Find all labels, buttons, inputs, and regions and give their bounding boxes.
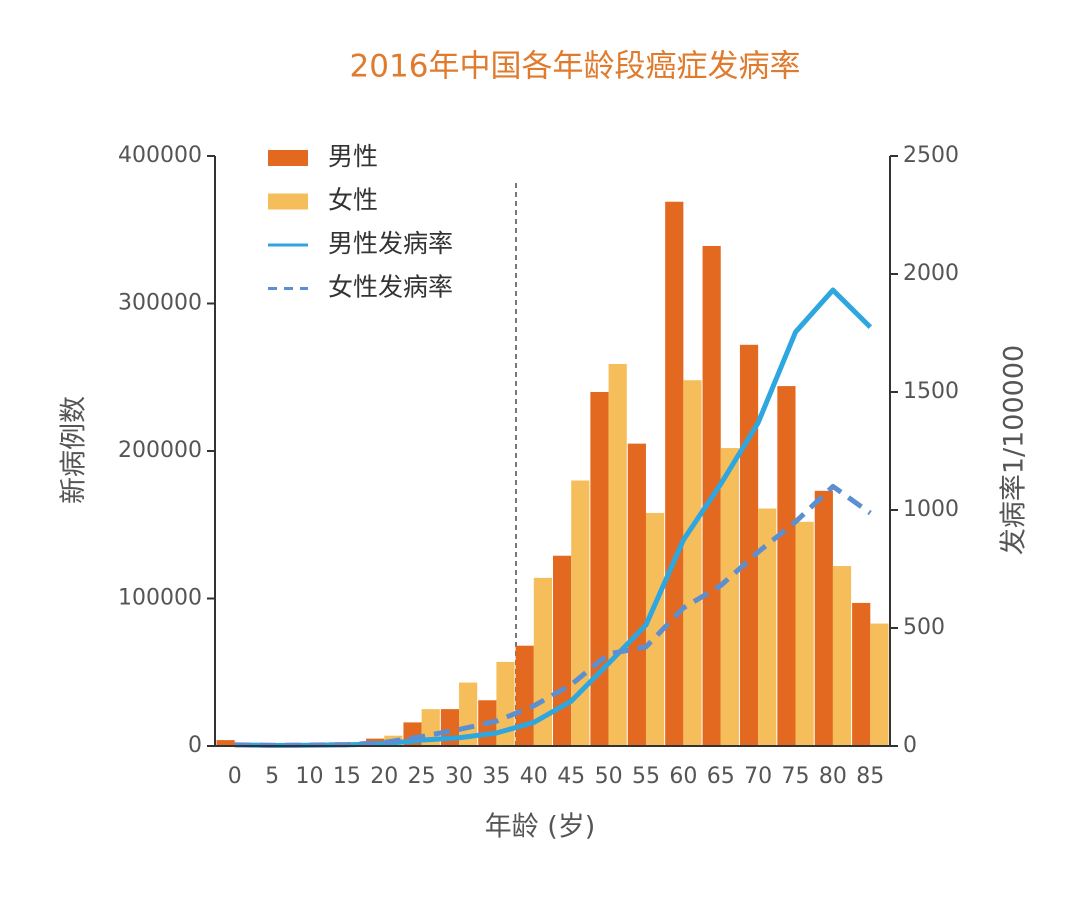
x-tick-label: 80 [819,764,847,789]
x-tick-label: 20 [370,764,398,789]
bar [814,490,833,746]
x-tick-label: 45 [557,764,585,789]
y-tick-label: 0 [188,733,202,758]
bar [496,661,515,746]
bar [553,555,572,746]
bar [627,443,646,746]
bar [608,363,627,746]
legend-label: 女性 [328,186,378,215]
x-tick-label: 0 [228,764,242,789]
y2-tick-label: 1000 [903,497,959,522]
legend-label: 男性发病率 [328,229,453,258]
bar [665,201,684,747]
x-tick-label: 25 [408,764,436,789]
x-tick-label: 15 [333,764,361,789]
y-axis-title: 新病例数 [59,396,90,504]
x-axis-title: 年龄 (岁) [485,812,596,843]
y2-tick-label: 500 [903,615,945,640]
legend-swatch [268,193,308,210]
bar [515,645,534,746]
x-tick-label: 75 [782,764,810,789]
y2-tick-label: 2500 [903,143,959,168]
bar [720,448,739,746]
y-tick-label: 200000 [118,438,202,463]
x-tick-label: 10 [295,764,323,789]
x-tick-label: 60 [669,764,697,789]
bar [852,602,871,746]
x-tick-label: 30 [445,764,473,789]
y-tick-label: 300000 [118,291,202,316]
legend-swatch [268,150,308,166]
x-tick-label: 40 [520,764,548,789]
chart-title: 2016年中国各年龄段癌症发病率 [350,49,801,85]
bar [795,521,814,746]
y2-tick-label: 2000 [903,261,959,286]
x-tick-label: 65 [707,764,735,789]
y2-tick-label: 0 [903,733,917,758]
bar [645,512,665,746]
bar [758,508,777,746]
x-tick-label: 35 [482,764,510,789]
bar [590,392,609,746]
legend-label: 女性发病率 [328,273,453,302]
bar [832,566,852,746]
y2-axis-title: 发病率1/100000 [999,345,1030,555]
legend-label: 男性 [328,142,378,171]
x-tick-label: 55 [632,764,660,789]
bar [216,740,235,746]
x-tick-label: 5 [265,764,279,789]
line [234,483,872,748]
bar [571,480,590,746]
y-tick-label: 400000 [118,143,202,168]
x-tick-label: 85 [856,764,884,789]
bar [739,344,759,746]
y-tick-label: 100000 [118,586,202,611]
y2-tick-label: 1500 [903,379,959,404]
x-tick-label: 50 [595,764,623,789]
bar [777,386,796,746]
bar [870,623,889,746]
x-tick-label: 70 [744,764,772,789]
bar [683,380,702,746]
